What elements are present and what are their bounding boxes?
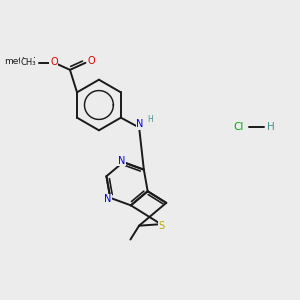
Text: Cl: Cl <box>234 122 244 133</box>
Text: methyl: methyl <box>37 61 42 63</box>
Text: H: H <box>147 115 153 124</box>
Text: CH₃: CH₃ <box>20 58 36 67</box>
Text: S: S <box>159 220 165 231</box>
Text: H: H <box>267 122 274 133</box>
Text: N: N <box>136 119 144 129</box>
Text: N: N <box>104 194 112 204</box>
Text: O: O <box>50 57 58 67</box>
Text: methyl: methyl <box>4 58 36 67</box>
Text: O: O <box>87 56 95 66</box>
Text: N: N <box>118 156 125 166</box>
